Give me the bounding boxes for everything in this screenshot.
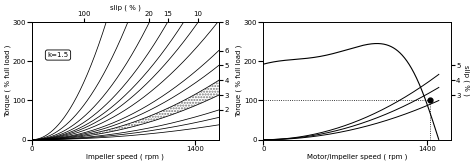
Y-axis label: Torque ( % full load ): Torque ( % full load ): [236, 45, 242, 117]
X-axis label: Motor/impeller speed ( rpm ): Motor/impeller speed ( rpm ): [307, 153, 407, 160]
Y-axis label: Torque ( % full load ): Torque ( % full load ): [4, 45, 11, 117]
Y-axis label: slip ( % ): slip ( % ): [463, 65, 470, 96]
X-axis label: Impeller speed ( rpm ): Impeller speed ( rpm ): [86, 153, 164, 160]
Text: k=1.5: k=1.5: [47, 52, 69, 58]
X-axis label: slip ( % ): slip ( % ): [110, 4, 141, 11]
